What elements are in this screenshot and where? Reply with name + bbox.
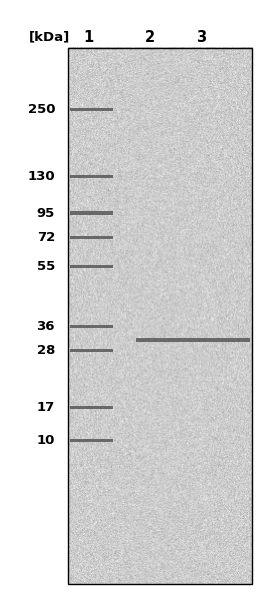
Bar [70, 235, 113, 239]
Bar [70, 438, 113, 442]
Text: 95: 95 [37, 207, 55, 220]
Bar [70, 175, 113, 178]
Bar [70, 265, 113, 268]
Bar [70, 211, 113, 214]
Bar [70, 349, 113, 352]
Bar [136, 338, 250, 342]
Bar [70, 325, 113, 328]
Bar [68, 48, 252, 584]
Text: 250: 250 [28, 103, 55, 116]
Text: 72: 72 [37, 231, 55, 244]
Text: 55: 55 [37, 259, 55, 273]
Text: [kDa]: [kDa] [29, 31, 71, 44]
Bar [70, 406, 113, 409]
Bar [70, 108, 113, 111]
Text: 1: 1 [83, 29, 93, 45]
Text: 2: 2 [145, 29, 155, 45]
Text: 3: 3 [196, 29, 206, 45]
Text: 36: 36 [37, 320, 55, 333]
Text: 130: 130 [27, 170, 55, 183]
Text: 28: 28 [37, 344, 55, 357]
Text: 10: 10 [37, 434, 55, 447]
Text: 17: 17 [37, 401, 55, 414]
